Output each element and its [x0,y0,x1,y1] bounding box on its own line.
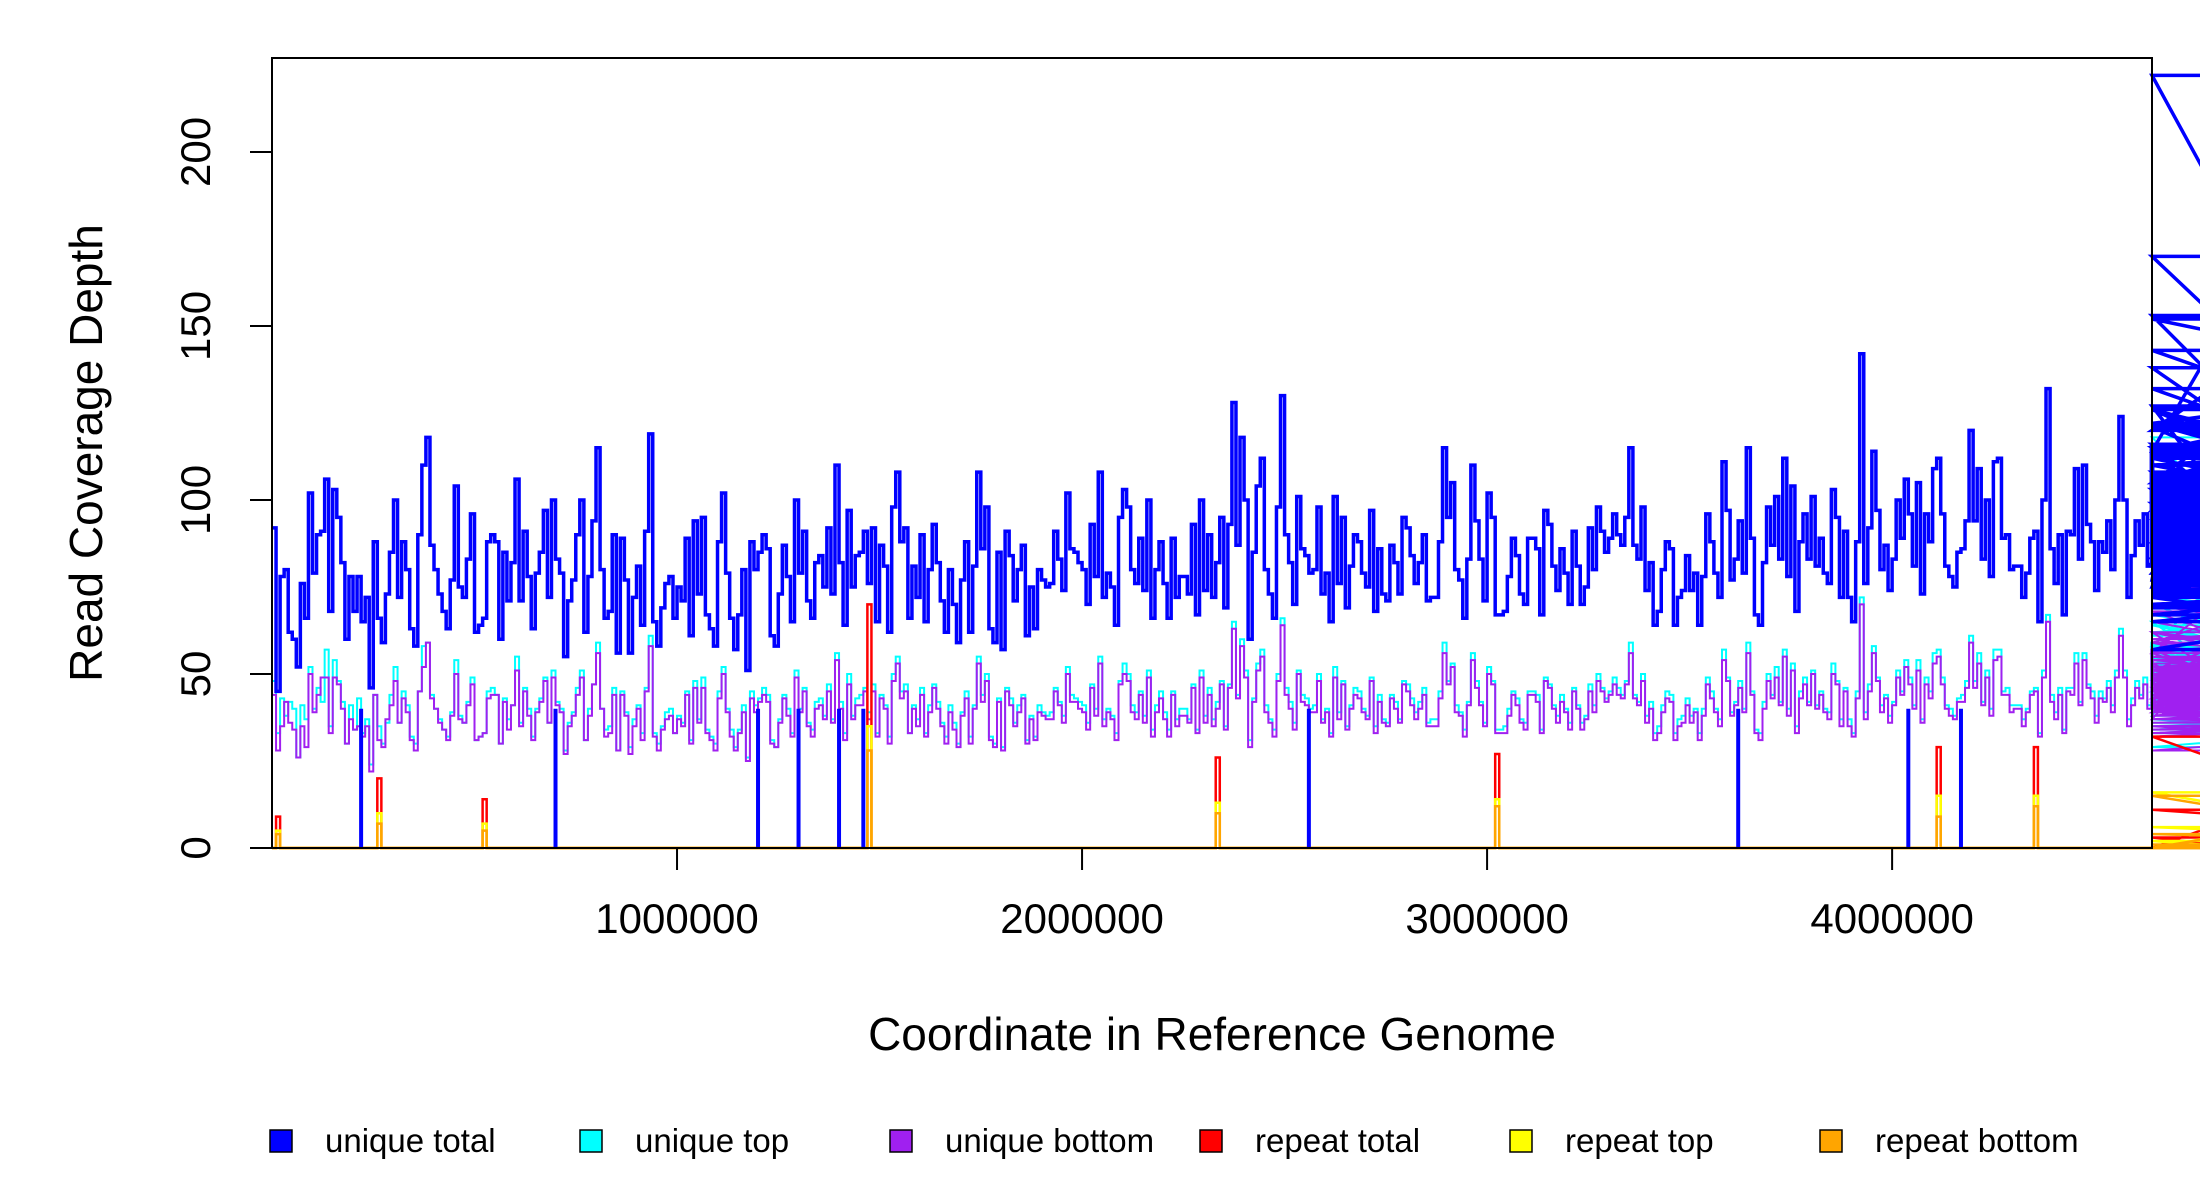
x-tick-label: 2000000 [1000,895,1164,942]
legend-label: repeat total [1255,1122,1420,1159]
legend-label: unique total [325,1122,496,1159]
legend-swatch [889,1129,913,1153]
y-axis-title: Read Coverage Depth [60,224,112,682]
series-layer [272,73,2200,850]
y-tick-label: 150 [172,291,219,361]
series-unique-bottom [272,485,2200,773]
y-tick-label: 200 [172,117,219,187]
legend-label: repeat top [1565,1122,1714,1159]
legend-label: unique top [635,1122,789,1159]
y-tick-label: 0 [172,836,219,859]
legend: unique total unique top unique bottom repea… [269,1122,2079,1159]
x-axis-title: Coordinate in Reference Genome [868,1008,1556,1060]
x-tick-label: 4000000 [1810,895,1974,942]
legend-swatch [1199,1129,1223,1153]
legend-item-unique-total: unique total [269,1122,496,1159]
x-tick-label: 1000000 [595,895,759,942]
series-repeat-bottom [272,749,2200,850]
series-unique-top [272,436,2200,766]
legend-label: repeat bottom [1875,1122,2079,1159]
legend-label: unique bottom [945,1122,1154,1159]
legend-swatch [579,1129,603,1153]
legend-swatch [269,1129,293,1153]
axes-layer: 1000000 2000000 3000000 4000000 0 50 100 150 200 [172,117,1974,942]
legend-item-repeat-top: repeat top [1509,1122,1714,1159]
legend-item-unique-bottom: unique bottom [889,1122,1154,1159]
y-tick-label: 50 [172,651,219,698]
legend-swatch [1509,1129,1533,1153]
series-repeat-top [272,724,2200,850]
legend-swatch [1819,1129,1843,1153]
legend-item-repeat-total: repeat total [1199,1122,1420,1159]
y-tick-label: 100 [172,465,219,535]
series-unique-total [272,73,2200,694]
legend-item-repeat-bottom: repeat bottom [1819,1122,2079,1159]
x-tick-label: 3000000 [1405,895,1569,942]
legend-item-unique-top: unique top [579,1122,789,1159]
